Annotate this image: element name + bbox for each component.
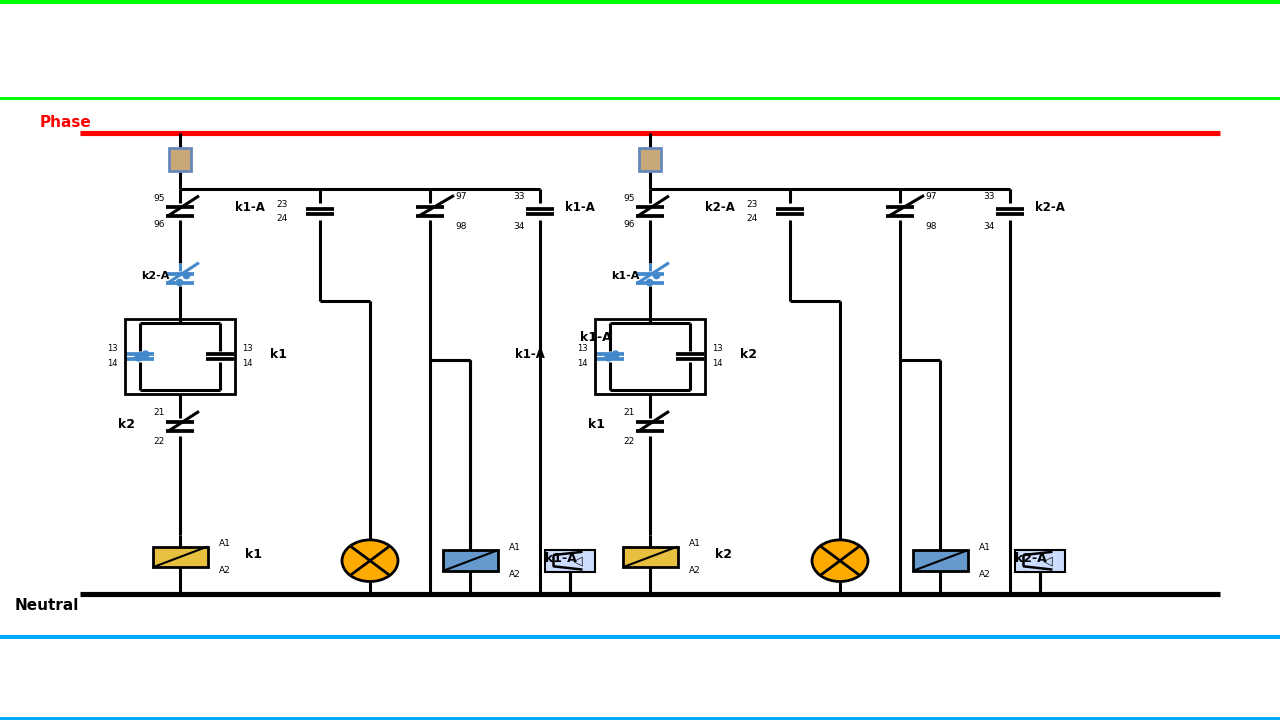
Text: 98: 98 xyxy=(454,222,466,231)
Text: Neutral: Neutral xyxy=(15,598,79,613)
Text: Electrical Drawing Part - 6: Electrical Drawing Part - 6 xyxy=(291,655,989,700)
Text: k1-A: k1-A xyxy=(515,348,545,361)
Text: k2-A: k2-A xyxy=(1015,552,1047,565)
Text: 22: 22 xyxy=(623,437,635,446)
Bar xyxy=(622,546,677,567)
Bar xyxy=(169,148,191,171)
Text: 33: 33 xyxy=(983,192,995,201)
Bar xyxy=(443,550,498,571)
Text: 98: 98 xyxy=(925,222,937,231)
Bar xyxy=(152,546,207,567)
Text: A2: A2 xyxy=(509,570,521,579)
Text: 14: 14 xyxy=(108,359,118,369)
Text: 14: 14 xyxy=(712,359,722,369)
Text: k1: k1 xyxy=(588,418,605,431)
Text: 22: 22 xyxy=(154,437,165,446)
Text: 23: 23 xyxy=(276,199,288,209)
Text: A2: A2 xyxy=(979,570,991,579)
Text: 21: 21 xyxy=(623,408,635,417)
Text: k1: k1 xyxy=(270,348,287,361)
Bar xyxy=(595,319,705,394)
Text: A1: A1 xyxy=(979,543,991,552)
Text: 96: 96 xyxy=(623,220,635,230)
Text: A2: A2 xyxy=(689,566,701,575)
Text: 96: 96 xyxy=(154,220,165,230)
Text: k1-A: k1-A xyxy=(580,331,612,344)
Text: k1-A: k1-A xyxy=(236,202,265,215)
Circle shape xyxy=(812,540,868,582)
Text: 14: 14 xyxy=(577,359,588,369)
Text: ◁: ◁ xyxy=(1043,554,1053,567)
Text: A1: A1 xyxy=(689,539,701,548)
Text: 13: 13 xyxy=(577,344,588,354)
Text: 24: 24 xyxy=(276,215,288,223)
Text: k1: k1 xyxy=(244,548,262,562)
Text: 13: 13 xyxy=(712,344,723,354)
Bar xyxy=(125,319,236,394)
Text: 34: 34 xyxy=(983,222,995,231)
Text: 24: 24 xyxy=(746,215,758,223)
Text: k2-A: k2-A xyxy=(142,271,170,281)
Text: k2: k2 xyxy=(716,548,732,562)
Text: 97: 97 xyxy=(925,192,937,201)
Text: 13: 13 xyxy=(242,344,252,354)
Text: A1: A1 xyxy=(219,539,230,548)
Text: k2-A: k2-A xyxy=(705,202,735,215)
Text: 23: 23 xyxy=(746,199,758,209)
Text: 34: 34 xyxy=(513,222,525,231)
Bar xyxy=(913,550,968,571)
Text: k2-A: k2-A xyxy=(1036,202,1065,215)
Text: How to Draw Electrical Circuit: How to Draw Electrical Circuit xyxy=(196,24,1084,76)
Text: k1-A: k1-A xyxy=(564,202,595,215)
Text: 13: 13 xyxy=(108,344,118,354)
Text: A1: A1 xyxy=(509,543,521,552)
Text: 95: 95 xyxy=(154,194,165,202)
Bar xyxy=(545,549,595,572)
Text: k1-A: k1-A xyxy=(612,271,640,281)
Text: 21: 21 xyxy=(154,408,165,417)
Text: ◁: ◁ xyxy=(573,554,582,567)
Text: 33: 33 xyxy=(513,192,525,201)
Text: k2: k2 xyxy=(118,418,134,431)
Bar xyxy=(1015,549,1065,572)
Text: 95: 95 xyxy=(623,194,635,202)
Bar xyxy=(639,148,660,171)
Text: k1-A: k1-A xyxy=(545,552,577,565)
Circle shape xyxy=(342,540,398,582)
Text: k2: k2 xyxy=(740,348,756,361)
Text: A2: A2 xyxy=(219,566,230,575)
Text: 14: 14 xyxy=(242,359,252,369)
Text: 97: 97 xyxy=(454,192,466,201)
Text: Phase: Phase xyxy=(40,114,92,130)
